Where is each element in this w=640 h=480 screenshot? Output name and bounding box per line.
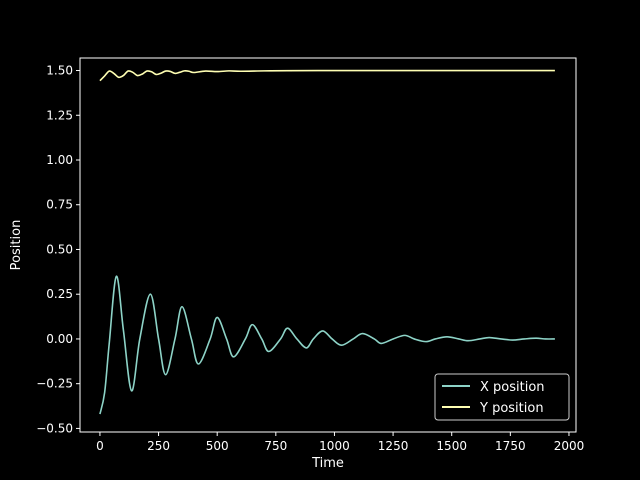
y-tick-label: 1.00 [46,153,73,167]
x-tick-label: 0 [96,439,104,453]
x-tick-label: 500 [206,439,229,453]
x-tick-label: 1750 [495,439,526,453]
y-tick-label: 0.00 [46,332,73,346]
x-tick-label: 250 [147,439,170,453]
y-tick-label: −0.50 [36,421,73,435]
series-line-2 [99,69,555,82]
x-tick-label: 1250 [378,439,409,453]
y-tick-label: 0.75 [46,198,73,212]
x-tick-label: 2000 [554,439,585,453]
y-tick-label: 0.50 [46,242,73,256]
legend-label-2: Y position [479,401,544,416]
legend: X position Y position [434,373,570,421]
y-axis-label: Position [9,220,24,271]
series-layer [99,69,555,415]
x-tick-label: 1000 [319,439,350,453]
y-tick-label: 0.25 [46,287,73,301]
y-axis: −0.50 −0.25 0.00 0.25 0.50 0.75 1.00 1.25 1.50 [36,64,80,435]
legend-label-1: X position [480,380,545,395]
x-tick-label: 750 [264,439,287,453]
y-tick-label: 1.50 [46,64,73,78]
x-axis-label: Time [311,456,344,471]
series-line-1 [99,275,555,415]
x-tick-label: 1500 [436,439,467,453]
plot-frame [79,57,577,433]
y-tick-label: −0.25 [36,377,73,391]
x-axis: 0 250 500 750 1000 1250 1500 1750 2000 [96,432,584,453]
y-tick-label: 1.25 [46,108,73,122]
